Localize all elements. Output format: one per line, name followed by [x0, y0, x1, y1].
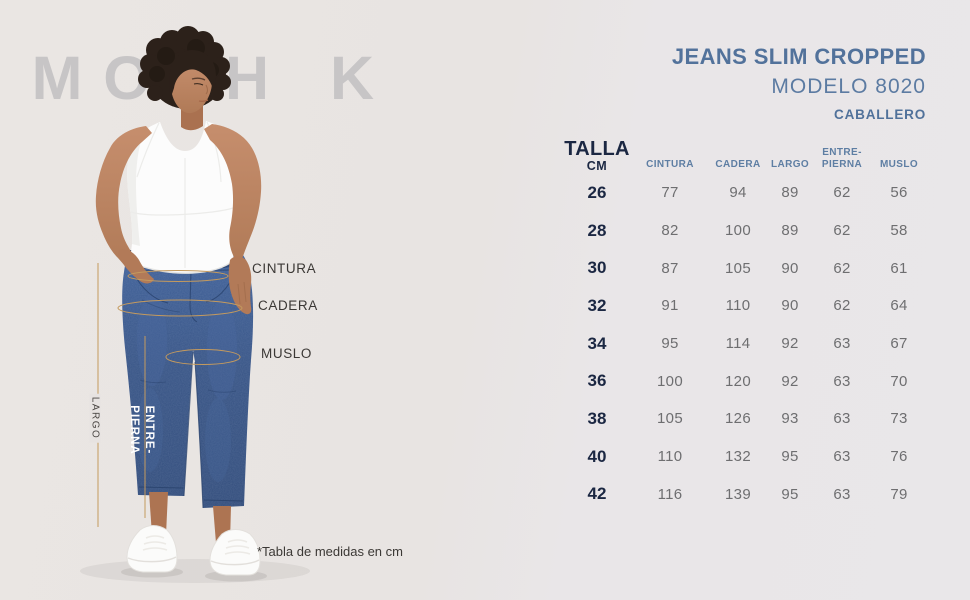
- model-tank-top: [127, 121, 239, 274]
- column-header: LARGO: [770, 159, 810, 171]
- value-cell-entrepierna: 62: [833, 297, 851, 315]
- table-row: 32 91 110 90 62 64: [560, 287, 924, 325]
- value-cell-cintura: 105: [657, 410, 683, 428]
- value-cell-muslo: 58: [890, 222, 908, 240]
- size-cell: 36: [587, 371, 607, 391]
- value-cell-cadera: 120: [725, 372, 751, 390]
- column-header: CADERA: [715, 159, 761, 171]
- value-cell-cadera: 105: [725, 259, 751, 277]
- value-cell-cadera: 110: [725, 297, 751, 315]
- product-audience: CABALLERO: [834, 107, 926, 122]
- size-cell: 42: [587, 484, 607, 504]
- brand-letter: H: [224, 44, 270, 112]
- value-cell-largo: 93: [781, 410, 799, 428]
- value-cell-cintura: 91: [661, 297, 679, 315]
- value-cell-muslo: 70: [890, 372, 908, 390]
- model-hair: [138, 26, 231, 109]
- size-table-header: TALLA CM CINTURA CADERA LARGO ENTRE- PIERNA…: [560, 128, 924, 174]
- model-photo: [80, 26, 310, 583]
- value-cell-muslo: 73: [890, 410, 908, 428]
- brand-letter: K: [329, 44, 375, 112]
- value-cell-muslo: 79: [890, 485, 908, 503]
- column-header: CINTURA: [646, 159, 694, 171]
- value-cell-largo: 92: [781, 372, 799, 390]
- value-cell-largo: 90: [781, 297, 799, 315]
- value-cell-cintura: 95: [661, 335, 679, 353]
- entrepierna-label: ENTRE- PIERNA: [128, 405, 155, 455]
- value-cell-cintura: 116: [657, 485, 683, 503]
- column-header: ENTRE- PIERNA: [821, 147, 863, 171]
- value-cell-largo: 89: [781, 184, 799, 202]
- size-table: TALLA CM CINTURA CADERA LARGO ENTRE- PIERNA…: [560, 128, 924, 513]
- size-cell: 28: [587, 220, 607, 240]
- value-cell-muslo: 67: [890, 335, 908, 353]
- cintura-label: CINTURA: [252, 261, 317, 276]
- product-model: MODELO 8020: [771, 75, 926, 98]
- muslo-label: MUSLO: [261, 346, 313, 361]
- value-cell-largo: 92: [781, 335, 799, 353]
- value-cell-cadera: 94: [729, 184, 747, 202]
- value-cell-cadera: 132: [725, 448, 751, 466]
- product-title: JEANS SLIM CROPPED: [671, 44, 926, 69]
- column-header: MUSLO: [879, 159, 919, 171]
- largo-label: LARGO: [89, 393, 101, 443]
- value-cell-entrepierna: 62: [833, 259, 851, 277]
- value-cell-entrepierna: 63: [833, 410, 851, 428]
- value-cell-cintura: 77: [661, 184, 679, 202]
- value-cell-cintura: 87: [661, 259, 679, 277]
- model-ankle-left: [149, 492, 168, 535]
- size-cell: 30: [587, 258, 607, 278]
- value-cell-entrepierna: 63: [833, 372, 851, 390]
- table-row: 38 105 126 93 63 73: [560, 400, 924, 438]
- value-cell-entrepierna: 63: [833, 485, 851, 503]
- value-cell-cintura: 100: [657, 372, 683, 390]
- model-face: [169, 50, 216, 114]
- value-cell-largo: 90: [781, 259, 799, 277]
- table-row: 26 77 94 89 62 56: [560, 174, 924, 212]
- value-cell-muslo: 61: [890, 259, 908, 277]
- table-row: 42 116 139 95 63 79: [560, 476, 924, 514]
- value-cell-largo: 89: [781, 222, 799, 240]
- size-table-rows: 26 77 94 89 62 56 28 82 100 89 62 58 30 87 105 90 62 61 32…: [560, 174, 924, 513]
- table-row: 28 82 100 89 62 58: [560, 212, 924, 250]
- table-row: 36 100 120 92 63 70: [560, 362, 924, 400]
- size-cell: 38: [587, 408, 607, 428]
- model-arms: [95, 124, 262, 315]
- value-cell-muslo: 64: [890, 297, 908, 315]
- value-cell-cadera: 100: [725, 222, 751, 240]
- size-cell: 34: [587, 333, 607, 353]
- model-sneakers: [126, 525, 261, 576]
- floor-shadow: [80, 559, 310, 583]
- size-column-title: TALLA: [564, 138, 630, 160]
- size-cell: 26: [587, 182, 607, 202]
- value-cell-largo: 95: [781, 485, 799, 503]
- value-cell-cintura: 110: [657, 448, 683, 466]
- table-row: 34 95 114 92 63 67: [560, 325, 924, 363]
- size-cell: 32: [587, 295, 607, 315]
- table-row: 30 87 105 90 62 61: [560, 249, 924, 287]
- value-cell-entrepierna: 62: [833, 184, 851, 202]
- value-cell-entrepierna: 63: [833, 448, 851, 466]
- size-cell: 40: [587, 446, 607, 466]
- size-column-unit: CM: [586, 159, 608, 173]
- value-cell-entrepierna: 62: [833, 222, 851, 240]
- cadera-label: CADERA: [258, 298, 318, 313]
- size-column-header: TALLA CM: [560, 138, 634, 174]
- value-cell-muslo: 56: [890, 184, 908, 202]
- title-block: JEANS SLIM CROPPED MODELO 8020 CABALLERO: [672, 44, 926, 122]
- footnote: *Tabla de medidas en cm: [257, 544, 403, 559]
- value-cell-largo: 95: [781, 448, 799, 466]
- table-row: 40 110 132 95 63 76: [560, 438, 924, 476]
- value-cell-cintura: 82: [661, 222, 679, 240]
- value-cell-entrepierna: 63: [833, 335, 851, 353]
- value-cell-cadera: 114: [725, 335, 751, 353]
- value-cell-cadera: 126: [725, 410, 751, 428]
- value-cell-cadera: 139: [725, 485, 751, 503]
- value-cell-muslo: 76: [890, 448, 908, 466]
- brand-letter: M: [31, 44, 83, 112]
